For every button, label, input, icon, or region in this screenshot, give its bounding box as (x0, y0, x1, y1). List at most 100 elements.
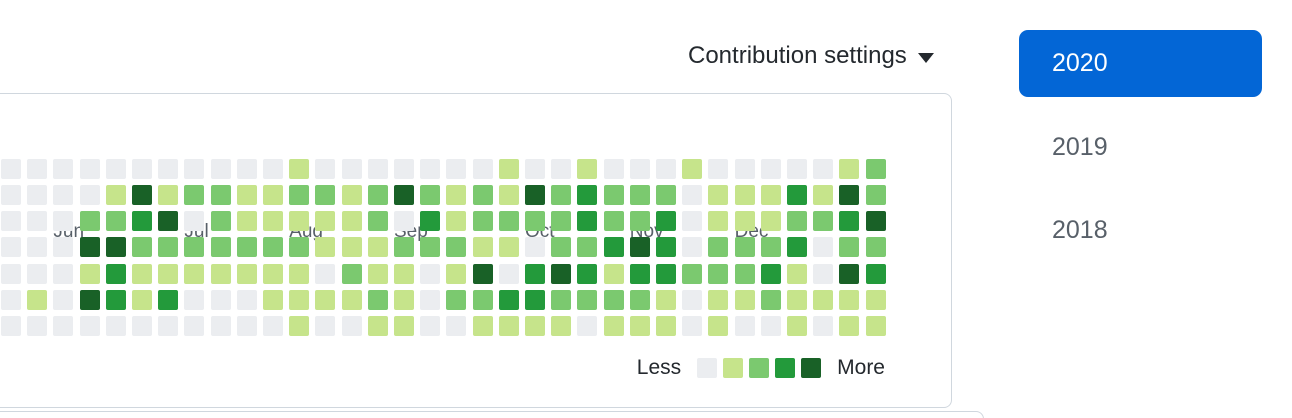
contribution-cell (210, 185, 231, 206)
contribution-cell (682, 159, 703, 179)
contribution-cell (682, 185, 703, 206)
contribution-cell (656, 211, 676, 232)
contribution-cell (184, 315, 205, 336)
contribution-cell (708, 263, 729, 284)
contribution-cell (236, 315, 257, 336)
year-item-2018[interactable]: 2018 (1052, 216, 1108, 244)
contribution-cell (367, 263, 388, 284)
next-section-panel (0, 411, 984, 418)
contribution-cell (1, 211, 21, 232)
contribution-cell (1, 289, 21, 310)
contribution-cell (367, 237, 388, 258)
contribution-cell (184, 263, 205, 284)
contribution-cell (105, 211, 126, 232)
contribution-cell (27, 263, 48, 284)
year-item-2019[interactable]: 2019 (1052, 133, 1108, 161)
contribution-cell (236, 185, 257, 206)
legend-less-label: Less (636, 356, 682, 379)
contribution-cell (210, 263, 231, 284)
contribution-cell (53, 289, 74, 310)
contribution-settings-button[interactable]: Contribution settings (688, 42, 934, 70)
contribution-cell (498, 185, 519, 206)
contribution-cell (577, 159, 598, 179)
contribution-cell (158, 237, 179, 258)
contribution-cell (236, 159, 257, 179)
contribution-cell (629, 185, 650, 206)
contribution-cell (708, 185, 729, 206)
contribution-cell (446, 237, 467, 258)
contribution-cell (341, 159, 362, 179)
contribution-cell (446, 185, 467, 206)
contribution-cell (603, 211, 624, 232)
contribution-cell (394, 159, 414, 179)
contribution-cell (263, 315, 283, 336)
contribution-cell (79, 159, 100, 179)
contribution-cell (865, 185, 886, 206)
legend-swatches (697, 358, 822, 378)
contribution-cell (341, 289, 362, 310)
contribution-cell (577, 289, 598, 310)
contribution-cell (813, 237, 834, 258)
contribution-cell (734, 185, 755, 206)
contribution-cell (236, 263, 257, 284)
contribution-cell (708, 315, 729, 336)
contribution-cell (79, 185, 100, 206)
contribution-cell (787, 237, 807, 258)
contribution-cell (498, 263, 519, 284)
contribution-cell (53, 263, 74, 284)
contribution-cell (734, 237, 755, 258)
contribution-cell (813, 315, 834, 336)
contribution-cell (577, 237, 598, 258)
contribution-cell (341, 315, 362, 336)
contribution-cell (708, 211, 729, 232)
contribution-cell (603, 159, 624, 179)
contribution-cell (577, 315, 598, 336)
contribution-cell (603, 185, 624, 206)
contribution-cell (682, 237, 703, 258)
contribution-cell (184, 211, 205, 232)
contribution-cell (472, 289, 493, 310)
contribution-cell (341, 263, 362, 284)
contribution-cell (210, 289, 231, 310)
contribution-cell (682, 211, 703, 232)
contribution-cell (472, 263, 493, 284)
contribution-cell (236, 237, 257, 258)
contribution-cell (315, 237, 336, 258)
contribution-cell (734, 263, 755, 284)
contribution-cell (1, 263, 21, 284)
year-item-2020[interactable]: 2020 (1019, 30, 1262, 97)
contribution-cell (656, 159, 676, 179)
contribution-cell (53, 159, 74, 179)
contribution-cell (629, 237, 650, 258)
contribution-settings-label: Contribution settings (688, 42, 907, 69)
contribution-cell (53, 185, 74, 206)
contribution-cell (289, 211, 310, 232)
contribution-cell (105, 185, 126, 206)
contribution-cell (132, 159, 152, 179)
contribution-cell (367, 185, 388, 206)
contribution-cell (1, 185, 21, 206)
contribution-cell (79, 289, 100, 310)
contribution-cell (27, 237, 48, 258)
contribution-cell (53, 315, 74, 336)
contribution-cell (551, 237, 572, 258)
contribution-cell (1, 159, 21, 179)
contribution-cell (839, 315, 860, 336)
contribution-cell (603, 289, 624, 310)
contribution-cell (394, 185, 414, 206)
contribution-cell (629, 211, 650, 232)
contribution-cell (420, 211, 441, 232)
legend-swatch-level-2 (749, 358, 770, 378)
contribution-cell (446, 211, 467, 232)
contribution-cell (367, 211, 388, 232)
contribution-cell (289, 289, 310, 310)
contribution-cell (263, 185, 283, 206)
contribution-cell (839, 185, 860, 206)
contribution-cell (708, 289, 729, 310)
contribution-cell (760, 289, 781, 310)
contribution-cell (394, 289, 414, 310)
contribution-cell (446, 289, 467, 310)
contribution-cell (551, 159, 572, 179)
contribution-cell (525, 315, 545, 336)
contribution-cell (53, 237, 74, 258)
